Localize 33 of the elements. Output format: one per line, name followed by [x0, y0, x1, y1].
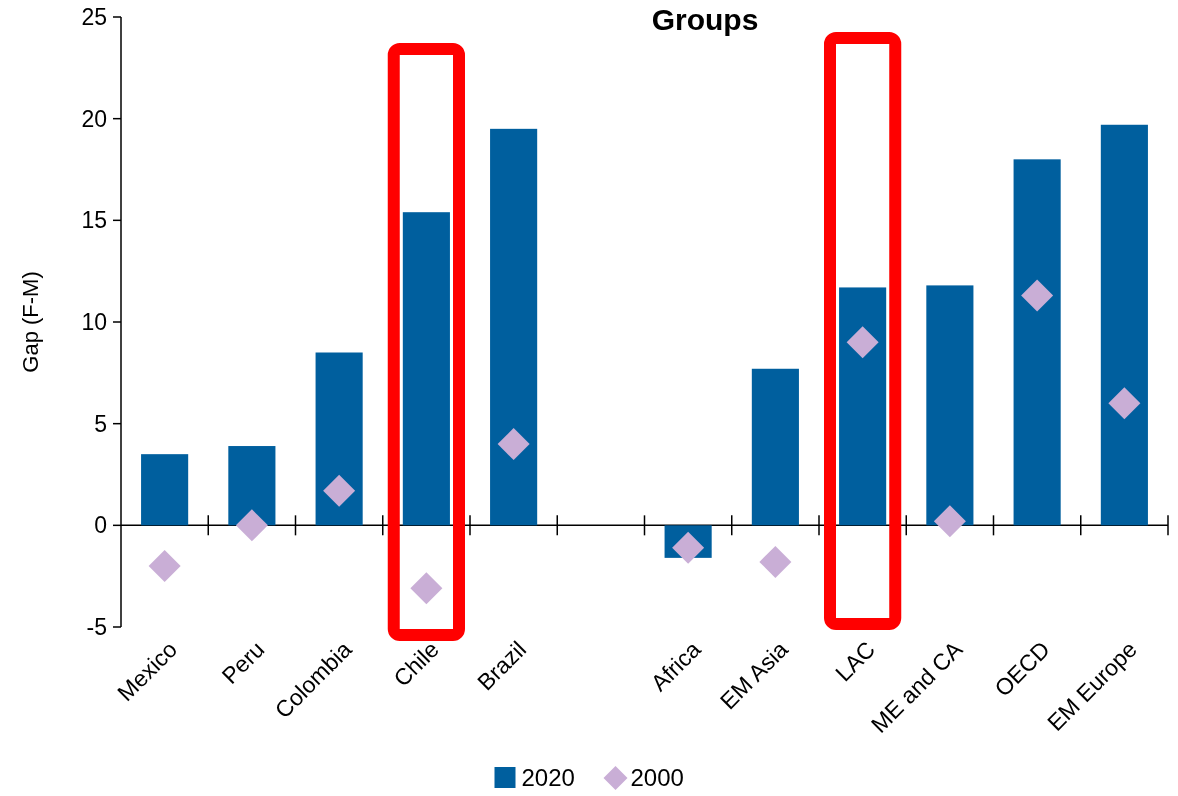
y-axis-title: Gap (F-M) — [18, 271, 43, 373]
bar — [315, 352, 363, 526]
legend-label: 2020 — [521, 764, 575, 792]
bar — [926, 285, 974, 526]
point — [410, 572, 443, 605]
point — [323, 474, 356, 507]
point — [759, 545, 792, 578]
point — [497, 428, 530, 460]
bar — [141, 454, 189, 526]
x-tick-label: EM Asia — [714, 636, 794, 715]
y-tick-label: 20 — [81, 105, 107, 132]
bar — [402, 212, 450, 526]
bar — [1100, 124, 1148, 526]
point — [1108, 387, 1141, 420]
point — [1021, 279, 1054, 312]
legend-label: 2000 — [630, 764, 684, 792]
point — [672, 531, 705, 564]
y-tick-label: 5 — [94, 410, 107, 437]
bar — [490, 128, 538, 526]
bar — [1013, 159, 1061, 526]
y-tick-label: 10 — [81, 309, 107, 336]
bar — [751, 368, 799, 526]
point — [933, 505, 966, 538]
y-tick-label: 15 — [81, 207, 107, 234]
point — [148, 550, 181, 582]
y-tick-label: 25 — [81, 4, 107, 31]
y-tick-label: 0 — [94, 512, 107, 539]
chart-title: Groups — [651, 3, 759, 36]
point — [846, 326, 879, 359]
y-tick-label: -5 — [86, 614, 107, 641]
point — [235, 509, 268, 542]
bar — [839, 287, 887, 526]
bar — [228, 446, 276, 526]
